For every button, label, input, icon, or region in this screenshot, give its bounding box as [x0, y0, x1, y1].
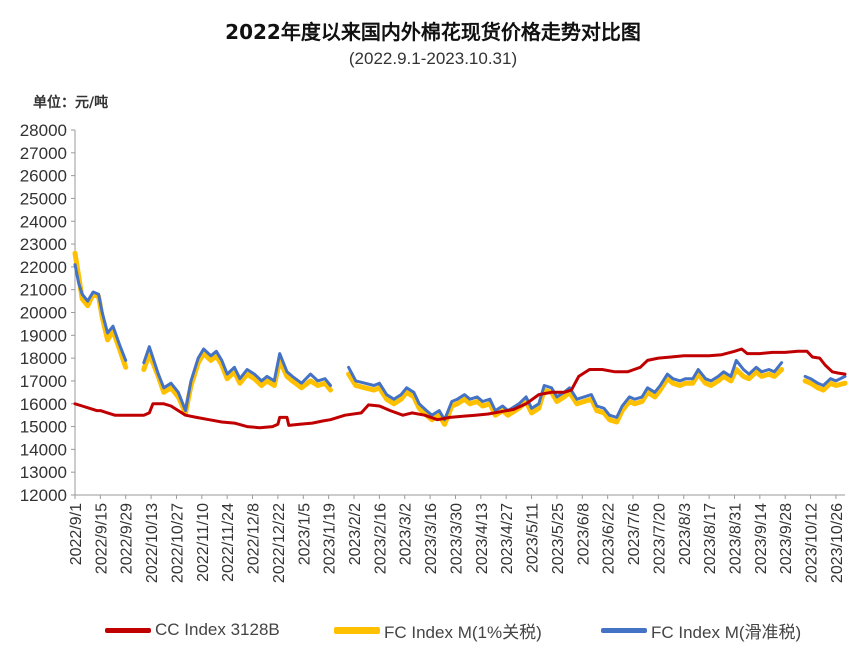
- x-tick-label: 2023/8/31: [727, 503, 744, 574]
- chart-legend: CC Index 3128B FC Index M(1%关税) FC Index M…: [0, 618, 866, 642]
- x-tick-label: 2023/10/26: [829, 503, 846, 583]
- legend-swatch: [334, 626, 380, 634]
- x-tick-label: 2023/2/2: [347, 503, 364, 565]
- y-tick-label: 17000: [20, 372, 67, 391]
- x-tick-label: 2023/3/30: [448, 503, 465, 574]
- legend-label: CC Index 3128B: [155, 620, 280, 639]
- legend-swatch: [105, 627, 151, 633]
- y-axis-unit-label: 单位：元/吨: [33, 95, 109, 111]
- y-tick-label: 21000: [20, 281, 67, 300]
- chart-subtitle: (2022.9.1-2023.10.31): [348, 49, 518, 68]
- x-tick-label: 2023/5/11: [525, 503, 542, 573]
- x-tick-label: 2022/9/1: [68, 503, 85, 565]
- x-tick-label: 2022/9/29: [119, 503, 136, 574]
- x-tick-label: 2023/4/13: [474, 503, 491, 574]
- x-tick-label: 2022/11/10: [195, 503, 212, 582]
- x-tick-label: 2023/3/16: [423, 503, 440, 574]
- y-tick-label: 24000: [20, 212, 67, 231]
- y-tick-label: 26000: [20, 167, 67, 186]
- x-tick-label: 2023/6/8: [575, 503, 592, 565]
- legend-item-0: CC Index 3128B: [105, 618, 280, 642]
- y-tick-label: 19000: [20, 326, 67, 345]
- series-line-2: [73, 263, 847, 422]
- y-tick-label: 12000: [20, 486, 67, 505]
- x-tick-label: 2023/6/22: [601, 503, 618, 574]
- y-tick-label: 15000: [20, 418, 67, 437]
- x-tick-label: 2022/10/27: [169, 503, 186, 583]
- x-tick-label: 2022/12/22: [271, 503, 288, 583]
- y-tick-label: 25000: [20, 189, 67, 208]
- y-tick-label: 23000: [20, 235, 67, 254]
- x-tick-label: 2023/9/28: [778, 503, 795, 574]
- x-tick-label: 2022/11/24: [220, 503, 237, 582]
- x-tick-label: 2023/2/16: [372, 503, 389, 574]
- y-tick-label: 13000: [20, 463, 67, 482]
- y-tick-label: 20000: [20, 304, 67, 323]
- y-tick-label: 14000: [20, 440, 67, 459]
- y-tick-label: 22000: [20, 258, 67, 277]
- legend-label: FC Index M(1%关税): [384, 622, 542, 642]
- x-tick-label: 2023/5/25: [550, 503, 567, 574]
- x-tick-label: 2023/3/2: [398, 503, 415, 565]
- x-tick-label: 2022/10/13: [144, 503, 161, 583]
- x-tick-label: 2023/1/19: [322, 503, 339, 574]
- x-tick-label: 2023/8/3: [677, 503, 694, 565]
- x-tick-label: 2022/9/15: [93, 503, 110, 574]
- x-tick-label: 2023/1/5: [296, 503, 313, 565]
- x-tick-label: 2023/4/27: [499, 503, 516, 574]
- legend-item-2: FC Index M(滑准税): [601, 618, 801, 642]
- y-tick-label: 27000: [20, 144, 67, 163]
- x-tick-label: 2023/9/14: [753, 503, 770, 574]
- y-tick-label: 18000: [20, 349, 67, 368]
- x-tick-label: 2023/7/20: [651, 503, 668, 574]
- legend-item-1: FC Index M(1%关税): [334, 618, 542, 642]
- x-tick-label: 2023/8/17: [702, 503, 719, 574]
- chart-title: 2022年度以来国内外棉花现货价格走势对比图: [225, 20, 641, 44]
- series-line-0: [73, 347, 847, 430]
- x-tick-label: 2023/10/12: [804, 503, 821, 583]
- legend-label: FC Index M(滑准税): [651, 622, 802, 642]
- y-tick-label: 28000: [20, 121, 67, 140]
- legend-swatch: [601, 627, 647, 633]
- x-tick-label: 2023/7/6: [626, 503, 643, 565]
- x-tick-label: 2022/12/8: [246, 503, 263, 574]
- y-tick-label: 16000: [20, 395, 67, 414]
